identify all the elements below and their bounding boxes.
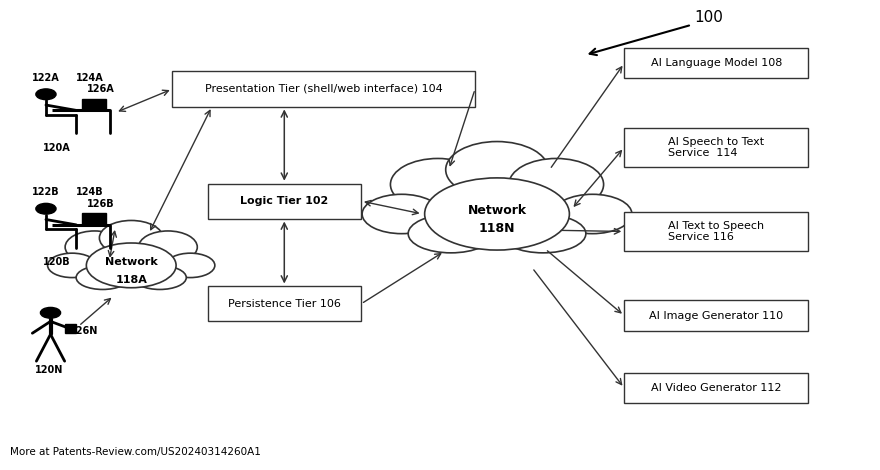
FancyBboxPatch shape	[624, 48, 809, 78]
Text: Persistence Tier 106: Persistence Tier 106	[228, 299, 341, 309]
Text: 120N: 120N	[34, 365, 63, 375]
Text: 126A: 126A	[87, 85, 115, 94]
Ellipse shape	[65, 231, 124, 263]
Ellipse shape	[425, 178, 569, 250]
Text: Presentation Tier (shell/web interface) 104: Presentation Tier (shell/web interface) …	[205, 84, 443, 94]
Text: More at Patents-Review.com/US20240314260A1: More at Patents-Review.com/US20240314260…	[11, 446, 261, 456]
Text: 122B: 122B	[32, 187, 60, 197]
Circle shape	[36, 89, 56, 100]
Text: AI Speech to Text
Service  114: AI Speech to Text Service 114	[668, 137, 765, 158]
FancyBboxPatch shape	[624, 373, 809, 403]
Text: AI Language Model 108: AI Language Model 108	[650, 58, 782, 68]
Ellipse shape	[133, 266, 187, 290]
Ellipse shape	[553, 194, 632, 234]
FancyBboxPatch shape	[172, 71, 475, 107]
Ellipse shape	[501, 214, 586, 253]
Text: 126N: 126N	[70, 326, 99, 336]
Ellipse shape	[391, 158, 485, 211]
Ellipse shape	[445, 141, 548, 198]
Text: 124A: 124A	[76, 73, 104, 83]
FancyBboxPatch shape	[208, 286, 361, 321]
FancyBboxPatch shape	[208, 184, 361, 219]
FancyBboxPatch shape	[82, 99, 106, 110]
FancyBboxPatch shape	[64, 323, 76, 333]
Text: AI Image Generator 110: AI Image Generator 110	[649, 311, 783, 321]
Circle shape	[40, 307, 61, 318]
Ellipse shape	[77, 266, 129, 290]
Text: 124B: 124B	[76, 187, 104, 197]
Text: AI Video Generator 112: AI Video Generator 112	[651, 383, 781, 393]
Text: Network: Network	[105, 257, 158, 266]
Ellipse shape	[48, 253, 97, 278]
Text: AI Text to Speech
Service 116: AI Text to Speech Service 116	[668, 221, 765, 243]
FancyBboxPatch shape	[624, 212, 809, 251]
Circle shape	[36, 204, 56, 214]
Ellipse shape	[363, 194, 441, 234]
FancyBboxPatch shape	[624, 127, 809, 167]
Ellipse shape	[99, 220, 163, 255]
FancyBboxPatch shape	[82, 213, 106, 224]
Ellipse shape	[86, 243, 176, 288]
Ellipse shape	[166, 253, 215, 278]
Ellipse shape	[138, 231, 197, 263]
Text: 118N: 118N	[479, 222, 516, 235]
FancyBboxPatch shape	[624, 300, 809, 331]
Text: 120A: 120A	[42, 143, 70, 153]
Text: 100: 100	[694, 10, 723, 25]
Text: Network: Network	[467, 204, 526, 217]
Text: 126B: 126B	[87, 199, 115, 209]
Text: 118A: 118A	[115, 275, 147, 285]
Text: 122A: 122A	[32, 73, 60, 83]
Ellipse shape	[408, 214, 494, 253]
Ellipse shape	[509, 158, 604, 211]
Text: Logic Tier 102: Logic Tier 102	[240, 196, 328, 206]
Text: 120B: 120B	[42, 258, 70, 267]
